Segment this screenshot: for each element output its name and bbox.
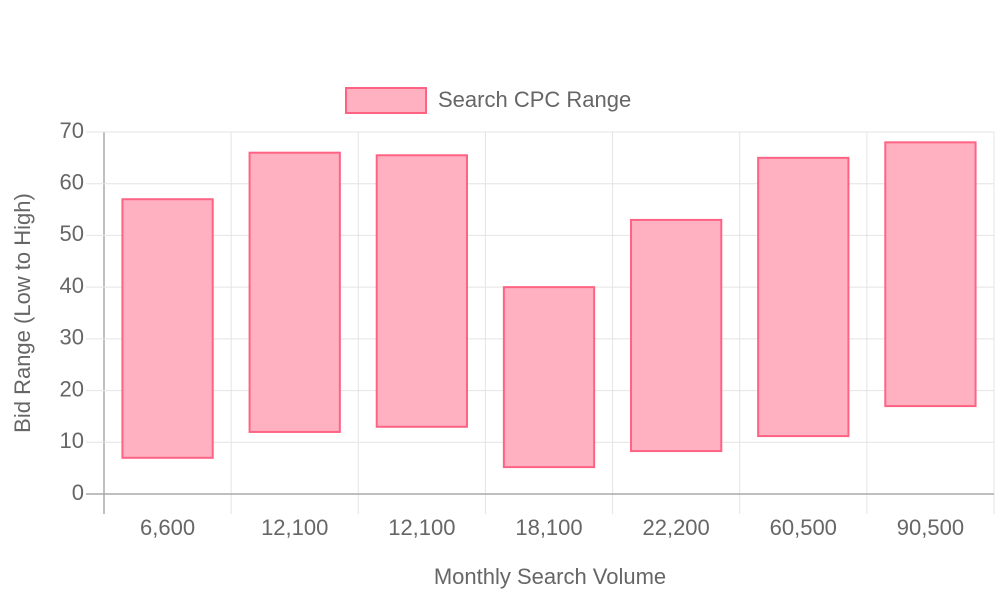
y-tick-label: 50 <box>60 221 84 246</box>
legend-label: Search CPC Range <box>438 87 631 112</box>
x-axis-title: Monthly Search Volume <box>434 564 666 589</box>
y-tick-label: 70 <box>60 118 84 143</box>
bar <box>375 154 468 428</box>
y-tick-label: 40 <box>60 273 84 298</box>
bar <box>121 198 214 459</box>
bar <box>248 151 341 433</box>
x-tick-label: 60,500 <box>770 515 837 540</box>
bar <box>502 286 596 469</box>
bar <box>884 141 977 408</box>
x-tick-label: 6,600 <box>140 515 195 540</box>
x-tick-label: 22,200 <box>642 515 709 540</box>
y-tick-label: 10 <box>60 428 84 453</box>
y-tick-label: 60 <box>60 170 84 195</box>
bar <box>757 156 850 438</box>
bar <box>630 218 723 453</box>
x-tick-label: 12,100 <box>261 515 328 540</box>
x-tick-label: 18,100 <box>515 515 582 540</box>
y-tick-label: 30 <box>60 325 84 350</box>
x-tick-label: 12,100 <box>388 515 455 540</box>
y-tick-label: 0 <box>72 480 84 505</box>
y-tick-label: 20 <box>60 376 84 401</box>
y-axis-title: Bid Range (Low to High) <box>10 193 35 433</box>
legend-swatch <box>345 87 427 114</box>
x-tick-label: 90,500 <box>897 515 964 540</box>
